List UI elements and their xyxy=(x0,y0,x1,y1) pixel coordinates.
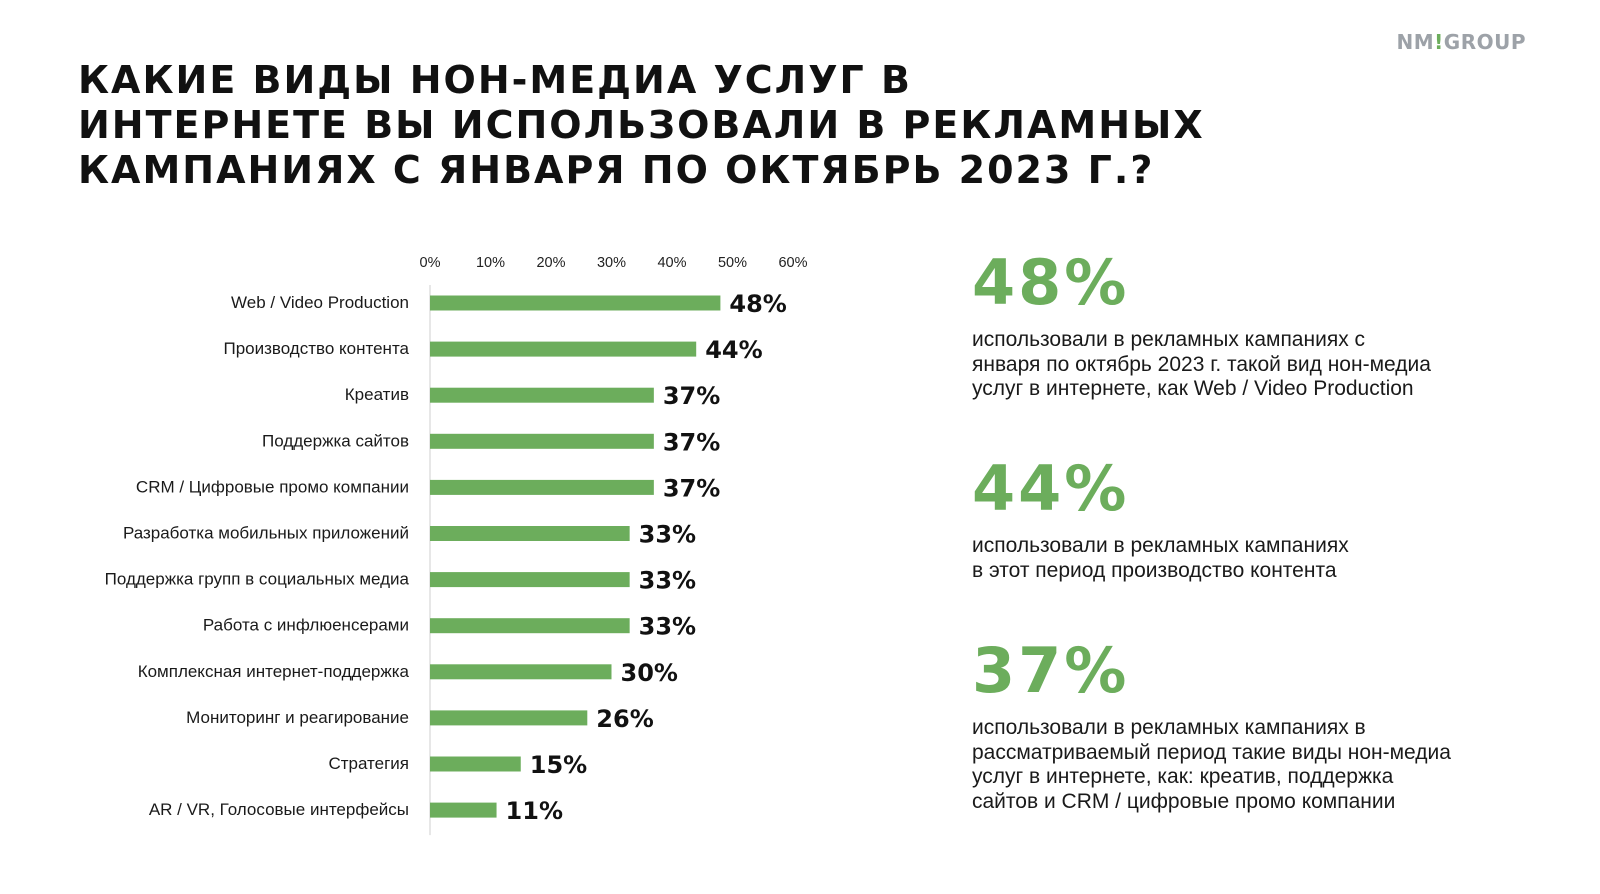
highlight-text-line: рассматриваемый период такие виды нон-ме… xyxy=(972,740,1451,764)
bar xyxy=(430,387,654,403)
logo-left: NM xyxy=(1396,30,1435,54)
x-tick-label: 20% xyxy=(536,255,565,271)
data-label: 44% xyxy=(705,336,762,364)
highlight-text-line: сайтов и CRM / цифровые промо компании xyxy=(972,789,1396,813)
category-label: Web / Video Production xyxy=(231,293,409,312)
bar xyxy=(430,479,654,495)
highlight-2: 44% использовали в рекламных кампаниях в… xyxy=(972,456,1349,583)
data-label: 30% xyxy=(621,659,678,687)
title-line: КАМПАНИЯХ С ЯНВАРЯ ПО ОКТЯБРЬ 2023 Г.? xyxy=(78,148,1155,192)
highlight-value: 37% xyxy=(972,634,1130,707)
x-tick-label: 10% xyxy=(476,255,505,271)
category-label: Стратегия xyxy=(328,754,409,773)
bar xyxy=(430,756,521,772)
bar xyxy=(430,664,612,680)
data-label: 37% xyxy=(663,382,720,410)
data-label: 33% xyxy=(639,567,696,595)
x-tick-label: 50% xyxy=(718,255,747,271)
x-tick-label: 30% xyxy=(597,255,626,271)
data-label: 26% xyxy=(596,705,653,733)
page-title: КАКИЕ ВИДЫ НОН-МЕДИА УСЛУГ В ИНТЕРНЕТЕ В… xyxy=(78,58,1278,193)
logo-mark: ! xyxy=(1434,30,1444,54)
bar xyxy=(430,572,630,588)
category-label: AR / VR, Голосовые интерфейсы xyxy=(149,800,409,819)
highlight-text-line: использовали в рекламных кампаниях xyxy=(972,534,1349,557)
highlight-text: использовали в рекламных кампаниях в это… xyxy=(972,534,1349,583)
brand-logo: NM!GROUP xyxy=(1397,30,1526,54)
highlight-text-line: использовали в рекламных кампаниях с xyxy=(972,328,1366,351)
bar xyxy=(430,526,630,541)
highlight-3: 37% использовали в рекламных кампаниях в… xyxy=(972,638,1451,814)
category-label: Производство контента xyxy=(223,339,409,358)
category-label: Поддержка групп в социальных медиа xyxy=(105,570,410,589)
category-label: Комплексная интернет-поддержка xyxy=(138,662,410,681)
bar xyxy=(430,618,630,634)
logo-right: GROUP xyxy=(1443,30,1526,54)
data-label: 33% xyxy=(639,613,696,641)
category-label: Разработка мобильных приложений xyxy=(123,524,409,543)
title-line: ИНТЕРНЕТЕ ВЫ ИСПОЛЬЗОВАЛИ В РЕКЛАМНЫХ xyxy=(78,103,1205,147)
highlight-value: 44% xyxy=(972,452,1130,525)
highlight-text: использовали в рекламных кампаниях в рас… xyxy=(972,716,1451,814)
x-tick-label: 40% xyxy=(657,255,686,271)
highlight-value: 48% xyxy=(972,246,1130,319)
category-label: Работа с инфлюенсерами xyxy=(203,616,409,635)
category-label: Поддержка сайтов xyxy=(262,431,409,450)
bar xyxy=(430,341,697,357)
highlight-text-line: услуг в интернете, как: креатив, поддерж… xyxy=(972,765,1394,788)
bar xyxy=(430,802,497,818)
category-label: Мониторинг и реагирование xyxy=(186,708,409,727)
bar xyxy=(430,710,588,726)
category-label: CRM / Цифровые промо компании xyxy=(136,477,409,496)
x-tick-label: 0% xyxy=(420,255,441,271)
data-label: 33% xyxy=(639,521,696,549)
highlight-text-line: в этот период производство контента xyxy=(972,558,1337,582)
x-tick-label: 60% xyxy=(778,255,807,271)
data-label: 37% xyxy=(663,428,720,456)
title-line: КАКИЕ ВИДЫ НОН-МЕДИА УСЛУГ В xyxy=(78,58,912,102)
data-label: 37% xyxy=(663,474,720,502)
highlight-text: использовали в рекламных кампаниях с янв… xyxy=(972,328,1431,402)
data-label: 48% xyxy=(729,290,786,318)
highlight-text-line: услуг в интернете, как Web / Video Produ… xyxy=(972,377,1414,400)
bar xyxy=(430,433,654,449)
highlight-1: 48% использовали в рекламных кампаниях с… xyxy=(972,250,1431,402)
category-label: Креатив xyxy=(345,385,409,404)
highlight-text-line: января по октябрь 2023 г. такой вид нон-… xyxy=(972,352,1431,376)
highlight-text-line: использовали в рекламных кампаниях в xyxy=(972,716,1366,739)
bar-chart: 0% 10% 20% 30% 40% 50% 60% Web / Video Producti… xyxy=(105,255,808,836)
bar xyxy=(430,295,721,311)
data-label: 15% xyxy=(530,751,587,779)
data-label: 11% xyxy=(506,797,563,825)
